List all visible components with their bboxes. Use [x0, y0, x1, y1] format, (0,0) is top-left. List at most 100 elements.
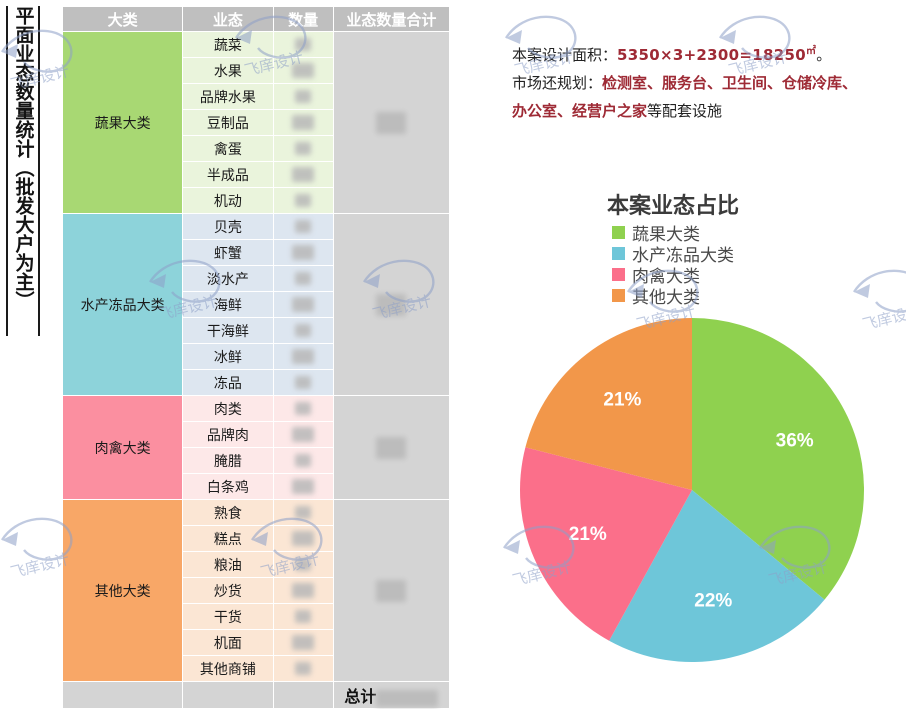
legend-label: 蔬果大类 — [632, 225, 700, 245]
table-row: 禽蛋 — [63, 135, 450, 162]
legend-label: 其他大类 — [632, 288, 700, 308]
format-cell: 虾蟹 — [182, 239, 274, 266]
pie-chart-block: 本案业态占比 蔬果大类 水产冻品大类 肉禽大类 其他大类 36% 22% 21% 21% — [490, 180, 906, 680]
quantity-cell — [272, 291, 334, 318]
quantity-cell — [272, 109, 334, 136]
redacted-value — [295, 220, 312, 233]
format-cell: 禽蛋 — [182, 135, 274, 162]
format-cell: 贝壳 — [182, 213, 274, 240]
redacted-value — [295, 506, 312, 519]
table-row: 品牌肉 — [63, 421, 450, 448]
business-format-statistics-table: 大类 业态 数量 业态数量合计 蔬果大类 蔬菜 水果 品牌水果 豆制品 禽蛋 半成品 机动 水产… — [61, 6, 451, 709]
legend-label: 水产冻品大类 — [632, 246, 734, 266]
quantity-cell — [272, 83, 334, 110]
table-row: 冰鲜 — [63, 343, 450, 370]
quantity-cell — [272, 135, 334, 162]
column-header-format: 业态 — [182, 6, 274, 32]
redacted-value — [295, 454, 312, 467]
quantity-cell — [272, 213, 334, 240]
redacted-value — [295, 610, 312, 623]
column-header-category: 大类 — [61, 6, 184, 32]
note-area-label: 本案设计面积： — [512, 46, 618, 64]
quantity-cell — [272, 629, 334, 656]
quantity-cell — [272, 551, 334, 578]
pie-slice-label: 21% — [603, 389, 641, 410]
format-cell: 熟食 — [182, 499, 274, 526]
format-cell: 炒货 — [182, 577, 274, 604]
note-plan-facilities-1: 检测室、服务台、卫生间、仓储冷库、 — [602, 74, 858, 92]
legend-swatch-icon — [612, 268, 625, 281]
legend-item[interactable]: 水产冻品大类 — [612, 243, 734, 266]
design-notes: 本案设计面积：5350×3+2300=18250㎡。 市场还规划：检测室、服务台… — [512, 38, 902, 125]
format-cell: 淡水产 — [182, 265, 274, 292]
format-cell: 腌腊 — [182, 447, 274, 474]
pie-slice[interactable] — [609, 490, 825, 662]
quantity-cell — [272, 317, 334, 344]
format-cell: 水果 — [182, 57, 274, 84]
redacted-value — [295, 402, 312, 415]
quantity-cell — [272, 525, 334, 552]
page-title: 平面业态数量统计（批发大户为主） — [6, 6, 40, 336]
subtotal-cell — [332, 395, 451, 500]
pie-slice-label: 21% — [569, 524, 607, 545]
total-blank-format — [182, 681, 274, 709]
quantity-cell — [272, 655, 334, 682]
quantity-cell — [272, 447, 334, 474]
quantity-cell — [272, 239, 334, 266]
redacted-value — [295, 558, 312, 571]
redacted-value — [292, 531, 315, 546]
redacted-value — [292, 427, 315, 442]
subtotal-cell — [332, 31, 451, 214]
chart-title: 本案业态占比 — [607, 194, 740, 219]
chart-legend: 蔬果大类 水产冻品大类 肉禽大类 其他大类 — [612, 222, 734, 308]
pie-slice[interactable] — [525, 318, 692, 490]
table-row: 机动 — [63, 187, 450, 214]
table-total-row: 总计 — [61, 681, 451, 709]
category-cell: 蔬果大类 — [61, 31, 184, 214]
redacted-total-value — [376, 689, 439, 707]
note-line-plan: 市场还规划：检测室、服务台、卫生间、仓储冷库、 — [512, 69, 902, 97]
quantity-cell — [272, 499, 334, 526]
note-plan-label: 市场还规划： — [512, 74, 603, 92]
redacted-value — [376, 111, 407, 134]
table-row: 水产冻品大类 贝壳 — [61, 213, 451, 396]
table-row: 粮油 — [63, 551, 450, 578]
quantity-cell — [272, 603, 334, 630]
legend-item[interactable]: 其他大类 — [612, 285, 734, 308]
note-area-end: 。 — [816, 46, 832, 64]
redacted-value — [295, 376, 312, 389]
quantity-cell — [272, 343, 334, 370]
pie-slice[interactable] — [519, 447, 692, 641]
quantity-cell — [272, 369, 334, 396]
legend-item[interactable]: 蔬果大类 — [612, 222, 734, 245]
format-cell: 白条鸡 — [182, 473, 274, 500]
quantity-cell — [272, 187, 334, 214]
format-cell: 机动 — [182, 187, 274, 214]
format-cell: 冰鲜 — [182, 343, 274, 370]
redacted-value — [292, 583, 315, 598]
note-line-area: 本案设计面积：5350×3+2300=18250㎡。 — [512, 38, 902, 69]
format-cell: 肉类 — [182, 395, 274, 422]
table-row: 其他商铺 — [63, 655, 450, 682]
table-row: 肉禽大类 肉类 — [61, 395, 451, 500]
quantity-cell — [272, 31, 334, 58]
table-header-row: 大类 业态 数量 业态数量合计 — [61, 6, 451, 32]
table-row: 炒货 — [63, 577, 450, 604]
legend-swatch-icon — [612, 226, 625, 239]
quantity-cell — [272, 395, 334, 422]
note-area-value: 5350×3+2300=18250 — [617, 46, 806, 64]
redacted-value — [376, 579, 407, 602]
redacted-value — [376, 436, 407, 459]
legend-swatch-icon — [612, 289, 625, 302]
format-cell: 品牌肉 — [182, 421, 274, 448]
table-header: 大类 业态 数量 业态数量合计 — [61, 6, 451, 32]
format-cell: 其他商铺 — [182, 655, 274, 682]
pie-slice-label: 22% — [694, 591, 732, 612]
legend-item[interactable]: 肉禽大类 — [612, 264, 734, 287]
redacted-value — [292, 479, 315, 494]
format-cell: 品牌水果 — [182, 83, 274, 110]
quantity-cell — [272, 577, 334, 604]
pie-slice-label: 36% — [776, 431, 814, 452]
format-cell: 干货 — [182, 603, 274, 630]
redacted-value — [292, 167, 315, 182]
